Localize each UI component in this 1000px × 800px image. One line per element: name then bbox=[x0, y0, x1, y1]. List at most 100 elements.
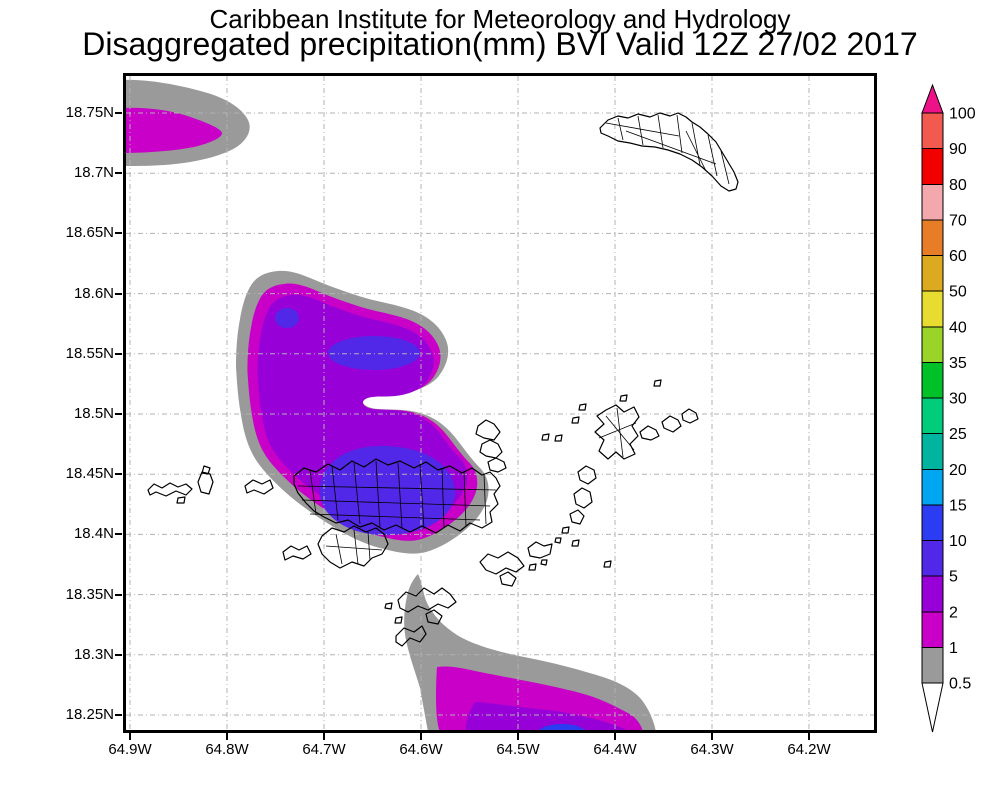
contour-south-10 bbox=[539, 724, 585, 730]
x-axis-tick bbox=[129, 733, 131, 740]
island-outline-vg-south-chain bbox=[527, 465, 597, 559]
colorbar-label: 20 bbox=[949, 462, 967, 479]
y-axis-tick-label: 18.65N bbox=[65, 224, 114, 242]
contour-south-2 bbox=[465, 702, 627, 730]
y-axis-tick-label: 18.45N bbox=[65, 465, 114, 483]
island-outline-west-cays bbox=[147, 465, 274, 504]
colorbar-label: 1 bbox=[949, 640, 958, 657]
island-mesh-anegada bbox=[605, 114, 730, 185]
colorbar-arrow-top bbox=[921, 83, 944, 114]
map-plot-area bbox=[123, 73, 877, 733]
island-mesh-tortola bbox=[297, 460, 497, 530]
y-axis-tick-label: 18.25N bbox=[65, 706, 114, 723]
island-outline-virgin-gorda bbox=[594, 404, 640, 460]
colorbar-segment bbox=[921, 575, 944, 613]
colorbar-label: 5 bbox=[949, 569, 958, 586]
colorbar-label: 40 bbox=[949, 319, 967, 336]
x-axis-tick bbox=[711, 733, 713, 740]
island-outline-peter bbox=[479, 551, 548, 587]
x-axis-tick-label: 64.9W bbox=[108, 741, 152, 758]
x-axis-tick-label: 64.3W bbox=[690, 741, 734, 758]
y-axis-tick-label: 18.6N bbox=[73, 284, 114, 302]
x-axis-tick-label: 64.2W bbox=[787, 741, 831, 758]
y-axis-tick-label: 18.4N bbox=[73, 525, 114, 543]
y-axis-tick bbox=[115, 593, 122, 596]
colorbar-label: 80 bbox=[949, 177, 967, 194]
island-outline-norman bbox=[384, 587, 457, 647]
y-axis-tick bbox=[115, 232, 122, 235]
y-axis-tick-label: 18.7N bbox=[73, 164, 114, 182]
colorbar-segment bbox=[921, 112, 944, 150]
x-axis-tick-label: 64.8W bbox=[205, 741, 249, 758]
precip-contours bbox=[126, 79, 656, 730]
colorbar-segment bbox=[921, 219, 944, 256]
colorbar-label: 25 bbox=[949, 426, 967, 443]
colorbar-label: 30 bbox=[949, 391, 967, 408]
figure-title-line2: Disaggregated precipitation(mm) BVI Vali… bbox=[82, 26, 918, 62]
colorbar-segment bbox=[921, 504, 944, 541]
x-axis-tick-label: 64.6W bbox=[399, 741, 443, 758]
x-axis-tick bbox=[420, 733, 422, 740]
island-outline-camanoe-guana bbox=[475, 419, 507, 473]
colorbar-segment bbox=[921, 540, 944, 577]
colorbar-segment bbox=[921, 611, 944, 648]
colorbar-segment bbox=[921, 468, 944, 506]
map-canvas bbox=[126, 76, 874, 730]
y-axis-tick bbox=[115, 172, 122, 175]
colorbar-segment bbox=[921, 255, 944, 292]
contour-nw-1 bbox=[126, 107, 222, 153]
y-axis-tick-label: 18.55N bbox=[65, 344, 114, 362]
colorbar-label: 35 bbox=[949, 355, 967, 372]
colorbar-segment bbox=[921, 148, 944, 185]
colorbar-label: 60 bbox=[949, 248, 967, 265]
colorbar-segment bbox=[921, 361, 944, 399]
colorbar-arrow-bottom bbox=[921, 682, 944, 733]
y-axis-tick bbox=[115, 112, 122, 114]
colorbar-segment bbox=[921, 290, 944, 328]
colorbar: 100 90 80 70 60 50 40 35 30 25 20 15 10 5 2 1 0.5 bbox=[921, 83, 976, 733]
colorbar-label: 15 bbox=[949, 497, 967, 514]
y-axis-tick-label: 18.75N bbox=[65, 104, 114, 121]
x-axis-tick-label: 64.7W bbox=[302, 741, 346, 758]
island-outline-ne-chain bbox=[639, 408, 699, 441]
colorbar-label: 10 bbox=[949, 533, 967, 550]
y-axis-tick-label: 18.35N bbox=[65, 585, 114, 603]
y-axis-tick bbox=[115, 653, 122, 656]
colorbar-segment bbox=[921, 397, 944, 435]
x-axis-tick bbox=[226, 733, 228, 740]
colorbar-segment bbox=[921, 433, 944, 470]
x-axis-tick bbox=[517, 733, 519, 740]
x-axis-tick-label: 64.4W bbox=[593, 741, 637, 758]
x-axis-tick-label: 64.5W bbox=[496, 741, 540, 758]
y-axis-tick bbox=[115, 413, 122, 415]
y-axis-tick bbox=[115, 352, 122, 355]
y-axis-tick bbox=[115, 533, 122, 536]
y-axis-tick-label: 18.5N bbox=[73, 405, 114, 422]
y-axis-tick-label: 18.3N bbox=[73, 645, 114, 663]
colorbar-label: 100 bbox=[949, 106, 976, 123]
colorbar-segment bbox=[921, 326, 944, 363]
x-axis-tick bbox=[614, 733, 616, 740]
island-outline-tortola bbox=[293, 458, 501, 534]
x-axis-tick bbox=[808, 733, 810, 740]
y-axis-tick bbox=[115, 292, 122, 295]
contour-central-5a bbox=[275, 308, 299, 328]
gridlines bbox=[126, 76, 874, 730]
colorbar-segment bbox=[921, 646, 944, 684]
colorbar-segment bbox=[921, 183, 944, 221]
contour-central-5b bbox=[328, 336, 420, 370]
figure-title-line1: Caribbean Institute for Meteorology and … bbox=[209, 4, 791, 34]
x-axis-tick bbox=[323, 733, 325, 740]
islands-layer bbox=[147, 112, 739, 647]
island-mesh-sw-peninsula bbox=[325, 529, 383, 565]
y-axis-tick bbox=[115, 473, 122, 476]
colorbar-label: 90 bbox=[949, 141, 967, 158]
island-outline-islets bbox=[541, 379, 662, 568]
island-mesh-virgin-gorda bbox=[598, 407, 637, 458]
colorbar-label: 2 bbox=[949, 604, 958, 621]
y-axis-tick bbox=[115, 714, 122, 716]
island-outline-anegada bbox=[599, 112, 739, 192]
colorbar-label: 0.5 bbox=[949, 676, 971, 693]
island-outline-sw-peninsula bbox=[282, 525, 389, 569]
